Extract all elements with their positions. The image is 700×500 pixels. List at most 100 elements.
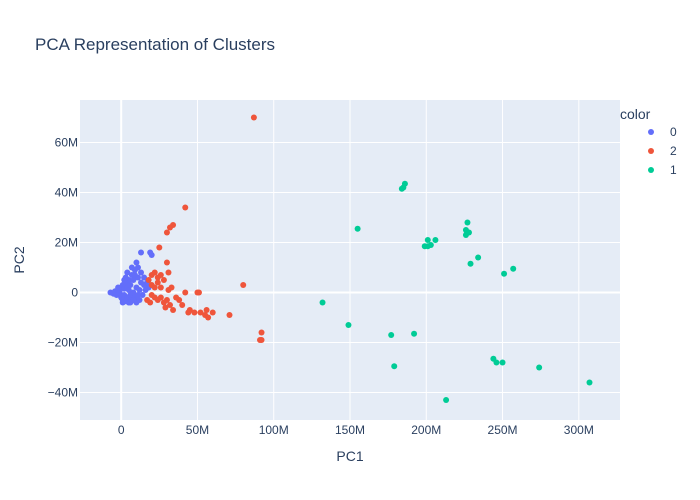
data-point[interactable] <box>391 363 398 370</box>
data-point[interactable] <box>167 224 173 231</box>
data-point[interactable] <box>144 297 151 303</box>
legend-marker-icon <box>648 129 654 135</box>
data-point[interactable] <box>136 297 143 303</box>
data-point[interactable] <box>432 237 439 243</box>
data-point[interactable] <box>197 309 204 316</box>
data-point[interactable] <box>258 329 265 336</box>
legend-marker-icon <box>648 167 654 173</box>
data-point[interactable] <box>154 279 161 286</box>
data-point[interactable] <box>156 244 163 251</box>
data-point[interactable] <box>467 260 474 267</box>
data-point[interactable] <box>124 269 131 276</box>
x-tick-label: 100M <box>259 423 289 437</box>
data-point[interactable] <box>170 307 177 313</box>
legend-items[interactable]: 0 2 1 <box>648 125 677 177</box>
data-point[interactable] <box>194 289 201 296</box>
data-point[interactable] <box>119 299 126 306</box>
data-point[interactable] <box>130 289 137 296</box>
data-point[interactable] <box>160 277 167 283</box>
data-point[interactable] <box>151 269 158 276</box>
data-point[interactable] <box>145 277 152 283</box>
data-point[interactable] <box>134 292 141 298</box>
data-points[interactable] <box>107 114 593 404</box>
data-point[interactable] <box>586 379 593 386</box>
data-point[interactable] <box>424 243 431 250</box>
data-point[interactable] <box>151 284 158 291</box>
data-point[interactable] <box>203 307 210 313</box>
data-point[interactable] <box>240 282 247 288</box>
data-point[interactable] <box>191 309 198 316</box>
data-point[interactable] <box>462 232 469 238</box>
legend-label: 0 <box>670 125 677 139</box>
series-1-points[interactable] <box>319 180 593 403</box>
data-point[interactable] <box>115 284 122 291</box>
data-point[interactable] <box>141 274 148 281</box>
data-point[interactable] <box>162 304 169 311</box>
data-point[interactable] <box>510 265 517 272</box>
data-point[interactable] <box>136 287 143 293</box>
data-point[interactable] <box>131 272 138 278</box>
data-point[interactable] <box>125 287 132 293</box>
data-point[interactable] <box>182 204 189 211</box>
data-point[interactable] <box>443 397 450 403</box>
data-point[interactable] <box>127 282 134 288</box>
data-point[interactable] <box>205 314 212 321</box>
legend-item-1[interactable]: 1 <box>648 163 677 177</box>
y-tick-label: −20M <box>48 336 78 350</box>
series-2-points[interactable] <box>144 114 265 344</box>
data-point[interactable] <box>163 229 170 236</box>
data-point[interactable] <box>165 287 172 293</box>
x-tick-label: 150M <box>335 423 365 437</box>
data-point[interactable] <box>499 359 506 366</box>
data-point[interactable] <box>157 294 164 301</box>
x-tick-label: 200M <box>411 423 441 437</box>
data-point[interactable] <box>185 309 192 316</box>
legend-item-2[interactable]: 2 <box>648 144 677 158</box>
data-point[interactable] <box>138 269 145 276</box>
data-point[interactable] <box>258 337 265 343</box>
chart-title: PCA Representation of Clusters <box>35 35 275 54</box>
data-point[interactable] <box>157 284 164 291</box>
data-point[interactable] <box>165 269 172 276</box>
data-point[interactable] <box>130 297 137 303</box>
data-point[interactable] <box>173 294 180 301</box>
series-0-points[interactable] <box>107 249 155 306</box>
data-point[interactable] <box>250 114 257 121</box>
x-axis-title: PC1 <box>336 448 363 464</box>
data-point[interactable] <box>354 225 361 232</box>
data-point[interactable] <box>179 302 186 308</box>
data-point[interactable] <box>182 289 189 296</box>
data-point[interactable] <box>163 297 170 303</box>
data-point[interactable] <box>130 277 137 283</box>
data-point[interactable] <box>400 184 407 191</box>
data-point[interactable] <box>411 330 418 337</box>
data-point[interactable] <box>157 272 164 278</box>
data-point[interactable] <box>345 322 352 328</box>
data-point[interactable] <box>122 274 129 281</box>
legend-item-0[interactable]: 0 <box>648 125 677 139</box>
data-point[interactable] <box>148 252 155 258</box>
data-point[interactable] <box>493 359 500 366</box>
data-point[interactable] <box>319 299 326 306</box>
data-point[interactable] <box>139 292 146 298</box>
data-point[interactable] <box>424 237 431 243</box>
y-tick-label: 0 <box>71 286 78 300</box>
data-point[interactable] <box>209 309 216 316</box>
data-point[interactable] <box>501 270 508 277</box>
y-tick-label: 40M <box>55 186 78 200</box>
data-point[interactable] <box>388 332 395 338</box>
data-point[interactable] <box>128 264 135 271</box>
legend-label: 2 <box>670 144 677 158</box>
data-point[interactable] <box>464 219 471 226</box>
grid-lines <box>80 100 620 420</box>
data-point[interactable] <box>167 302 173 308</box>
data-point[interactable] <box>134 264 141 271</box>
legend[interactable]: color 0 2 1 <box>620 106 677 177</box>
data-point[interactable] <box>133 259 140 266</box>
data-point[interactable] <box>163 259 170 266</box>
data-point[interactable] <box>116 289 123 296</box>
data-point[interactable] <box>475 254 482 261</box>
data-point[interactable] <box>226 312 233 318</box>
data-point[interactable] <box>138 249 145 256</box>
data-point[interactable] <box>536 364 543 371</box>
